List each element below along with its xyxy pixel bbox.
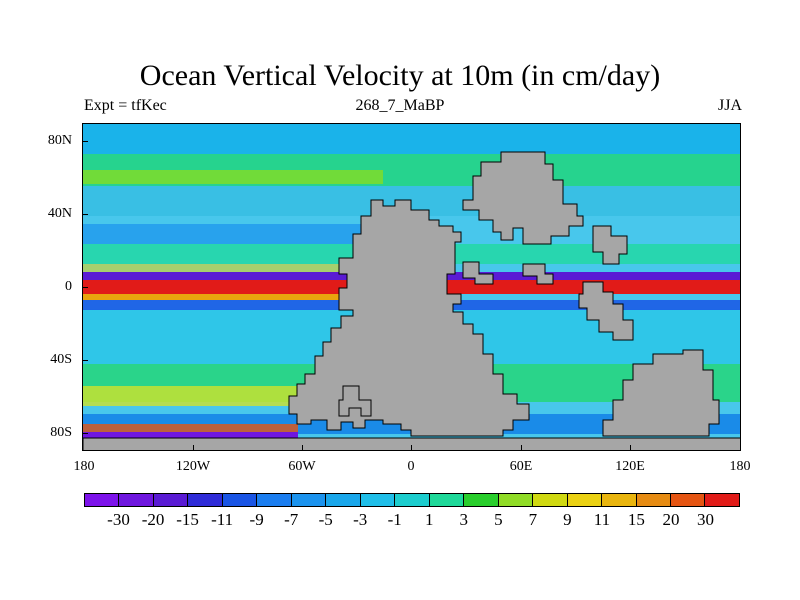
lon-label-120w: 120W xyxy=(175,459,211,474)
colorbar-label: 5 xyxy=(494,510,503,529)
land-masses xyxy=(83,151,740,450)
colorbar-box xyxy=(464,494,499,506)
colorbar-label: -30 xyxy=(107,510,130,529)
colorbar-box xyxy=(429,494,465,506)
land-arabia xyxy=(462,261,494,285)
colorbar-box xyxy=(257,494,292,506)
colorbar-label: -1 xyxy=(387,510,402,529)
colorbar-box xyxy=(567,494,603,506)
lat-tick xyxy=(82,360,88,361)
lon-label-180w: 180 xyxy=(73,459,95,474)
band-north-sub xyxy=(83,224,383,244)
band-south-yellow xyxy=(83,386,323,406)
colorbar-label: 20 xyxy=(662,510,680,529)
band-north-upper xyxy=(83,170,383,184)
colorbar-label: 3 xyxy=(459,510,469,529)
lon-tick xyxy=(193,445,194,451)
experiment-label: Expt = tfKec xyxy=(84,97,167,114)
lat-label-80s: 80S xyxy=(50,425,72,440)
antarctic-red xyxy=(83,424,298,432)
lat-tick xyxy=(82,141,88,142)
land-maritime xyxy=(578,281,634,341)
colorbar-box xyxy=(636,494,671,506)
colorbar-box xyxy=(360,494,396,506)
colorbar-box xyxy=(533,494,568,506)
colorbar-box xyxy=(153,494,189,506)
colorbar-label: -11 xyxy=(211,510,234,529)
colorbar-box xyxy=(119,494,154,506)
land-asia-east xyxy=(592,225,628,265)
period-label: 268_7_MaBP xyxy=(355,97,445,114)
colorbar-box xyxy=(705,494,739,506)
land-australia-east xyxy=(602,349,720,437)
map-panel xyxy=(82,123,741,451)
band-arctic xyxy=(83,124,740,154)
lon-label-180e: 180 xyxy=(729,459,751,474)
colorbar-label: 7 xyxy=(528,510,538,529)
colorbar-box xyxy=(602,494,637,506)
colorbar-label: 1 xyxy=(425,510,434,529)
lat-label-0: 0 xyxy=(65,279,72,294)
colorbar-label: -15 xyxy=(176,510,199,529)
lon-tick xyxy=(302,445,303,451)
lon-label-60e: 60E xyxy=(509,459,533,474)
vertical-velocity-map xyxy=(83,124,740,450)
colorbar-box xyxy=(395,494,430,506)
colorbar-label: 30 xyxy=(696,510,714,529)
lon-tick xyxy=(630,445,631,451)
equator-yellow-north xyxy=(83,264,343,272)
colorbar-box xyxy=(291,494,327,506)
lat-label-80n: 80N xyxy=(47,133,72,148)
colorbar-label: 15 xyxy=(627,510,645,529)
colorbar-box xyxy=(498,494,534,506)
lon-label-120e: 120E xyxy=(615,459,645,474)
land-americas-africa xyxy=(288,199,530,437)
colorbar-label: -3 xyxy=(353,510,368,529)
land-antarctic-island xyxy=(338,385,372,417)
colorbar-box xyxy=(670,494,706,506)
lat-tick xyxy=(82,433,88,434)
colorbar-box xyxy=(326,494,361,506)
colorbar-label: -20 xyxy=(141,510,165,529)
colorbar-box xyxy=(188,494,223,506)
colorbar-label: -9 xyxy=(249,510,264,529)
equator-orange xyxy=(83,294,343,300)
lat-label-40s: 40S xyxy=(50,352,72,367)
lon-tick xyxy=(521,445,522,451)
land-india xyxy=(522,263,554,285)
colorbar-label: 11 xyxy=(593,510,611,529)
lat-label-40n: 40N xyxy=(47,206,72,221)
land-antarctica xyxy=(83,437,740,450)
lon-label-0: 0 xyxy=(407,459,415,474)
colorbar-label: -7 xyxy=(284,510,299,529)
colorbar-label: 9 xyxy=(563,510,572,529)
land-asia-north xyxy=(462,151,584,245)
colorbar-box xyxy=(85,494,120,506)
lat-tick xyxy=(82,214,88,215)
lon-tick xyxy=(411,445,412,451)
colorbar xyxy=(84,493,740,507)
colorbar-box xyxy=(222,494,258,506)
antarctic-violet xyxy=(83,432,298,440)
lat-tick xyxy=(82,287,88,288)
plot-title: Ocean Vertical Velocity at 10m (in cm/da… xyxy=(139,59,661,92)
colorbar-label: -5 xyxy=(318,510,333,529)
season-label: JJA xyxy=(717,97,742,114)
lon-label-60w: 60W xyxy=(288,459,316,474)
